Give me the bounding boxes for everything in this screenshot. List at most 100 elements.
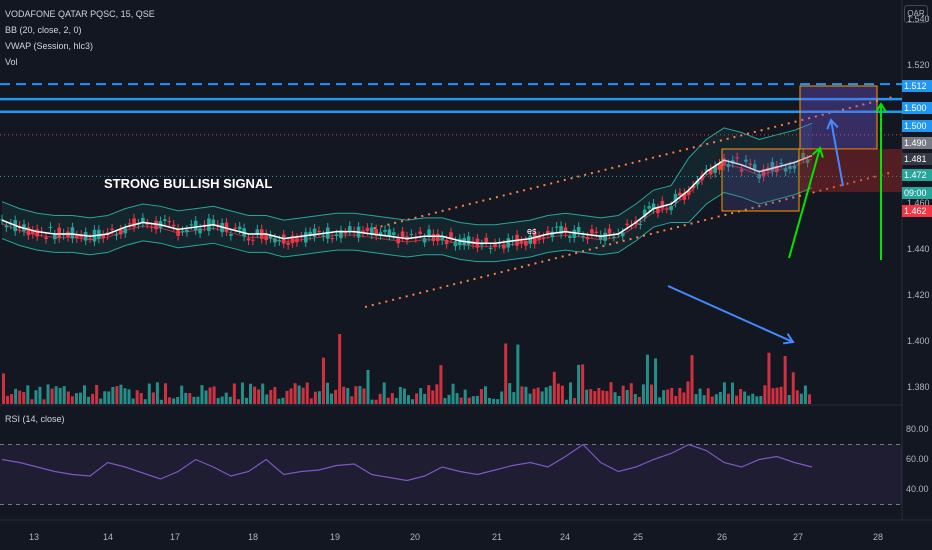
volume-bar [544, 387, 548, 404]
candle [180, 230, 185, 232]
volume-bar [516, 344, 520, 404]
candle [717, 163, 722, 170]
candle [378, 232, 383, 236]
volume-bar [362, 388, 366, 404]
candle [598, 235, 603, 240]
rsi-pane [0, 443, 902, 505]
volume-bar [54, 386, 58, 404]
vol-legend[interactable]: Vol [5, 57, 18, 67]
volume-bar [666, 389, 670, 404]
candle [391, 232, 396, 235]
candle [193, 220, 198, 231]
candle [312, 228, 317, 237]
time-tick: 14 [103, 532, 114, 542]
arrow-up-blue-head [826, 118, 839, 130]
rsi-line [1, 443, 813, 482]
candle [612, 236, 616, 238]
volume-bar [394, 398, 398, 404]
candle [299, 236, 304, 238]
rsi-band [0, 444, 902, 505]
volume-bar [200, 385, 204, 404]
volume-bar [601, 390, 605, 404]
volume-bar [228, 396, 232, 404]
candle [436, 233, 440, 241]
candle [783, 168, 788, 172]
candle [541, 237, 546, 239]
candle [409, 234, 414, 236]
volume-bar [791, 372, 795, 404]
candle [568, 236, 572, 238]
candle [554, 226, 559, 228]
candle [691, 185, 695, 189]
volume-bar [423, 393, 427, 404]
candle [757, 174, 761, 179]
candle [563, 227, 568, 233]
time-tick: 26 [717, 532, 728, 542]
volume-bar [313, 391, 317, 404]
volume-bar [650, 384, 653, 404]
volume-bar [257, 389, 261, 404]
candle [145, 223, 150, 225]
volume-bar [83, 385, 86, 404]
volume-bar [694, 394, 698, 404]
volume-bar [459, 397, 463, 404]
candle [233, 227, 238, 229]
candle [70, 227, 75, 239]
volume-bar [759, 396, 763, 404]
vwap-path [1, 154, 813, 244]
volume-bar [164, 383, 167, 404]
currency-badge[interactable]: QAR [904, 5, 928, 23]
volume-bar [321, 357, 325, 404]
volume-bar [617, 395, 621, 404]
rsi-legend[interactable]: RSI (14, close) [5, 414, 65, 424]
volume-bar [192, 396, 196, 404]
volume-bar [528, 393, 532, 404]
candle [163, 219, 167, 221]
volume-bar [46, 384, 50, 404]
volume-bar [540, 391, 544, 404]
volume-bars [2, 334, 811, 404]
volume-bar [641, 384, 645, 404]
volume-bar [492, 398, 496, 404]
candle [31, 230, 35, 235]
candle [26, 227, 31, 236]
volume-bar [710, 396, 714, 404]
candle [119, 229, 123, 235]
volume-bar [261, 383, 265, 404]
time-tick: 25 [633, 532, 644, 542]
volume-bar [281, 397, 285, 404]
candle [149, 226, 154, 228]
volume-bar [731, 382, 734, 404]
volume-bar [378, 393, 382, 404]
volume-bar [70, 396, 74, 404]
time-tick: 18 [248, 532, 259, 542]
candle [585, 237, 590, 240]
volume-bar [151, 392, 155, 404]
volume-bar [366, 370, 370, 404]
candle [708, 168, 713, 175]
vwap-legend[interactable]: VWAP (Session, hlc3) [5, 41, 94, 51]
volume-bar [184, 392, 188, 404]
candle [722, 158, 726, 166]
volume-bar [504, 343, 508, 404]
volume-bar [236, 399, 240, 404]
candle [295, 238, 299, 243]
candle [726, 164, 731, 168]
price-tick: 1.460 [907, 198, 930, 208]
volume-bar [637, 396, 641, 404]
candle [387, 229, 392, 236]
candle [752, 164, 757, 170]
symbol-legend[interactable]: VODAFONE QATAR PQSC, 15, QSE [5, 9, 155, 19]
arrow-up-green-1 [788, 147, 821, 259]
candle [224, 222, 229, 232]
volume-bar [605, 391, 609, 404]
volume-bar [625, 389, 629, 404]
candle [761, 168, 766, 177]
bb-legend[interactable]: BB (20, close, 2, 0) [5, 25, 82, 35]
volume-bar [14, 388, 18, 404]
candle [308, 231, 312, 236]
volume-bar [330, 393, 334, 404]
volume-bar [87, 396, 91, 404]
volume-bar [803, 385, 807, 404]
